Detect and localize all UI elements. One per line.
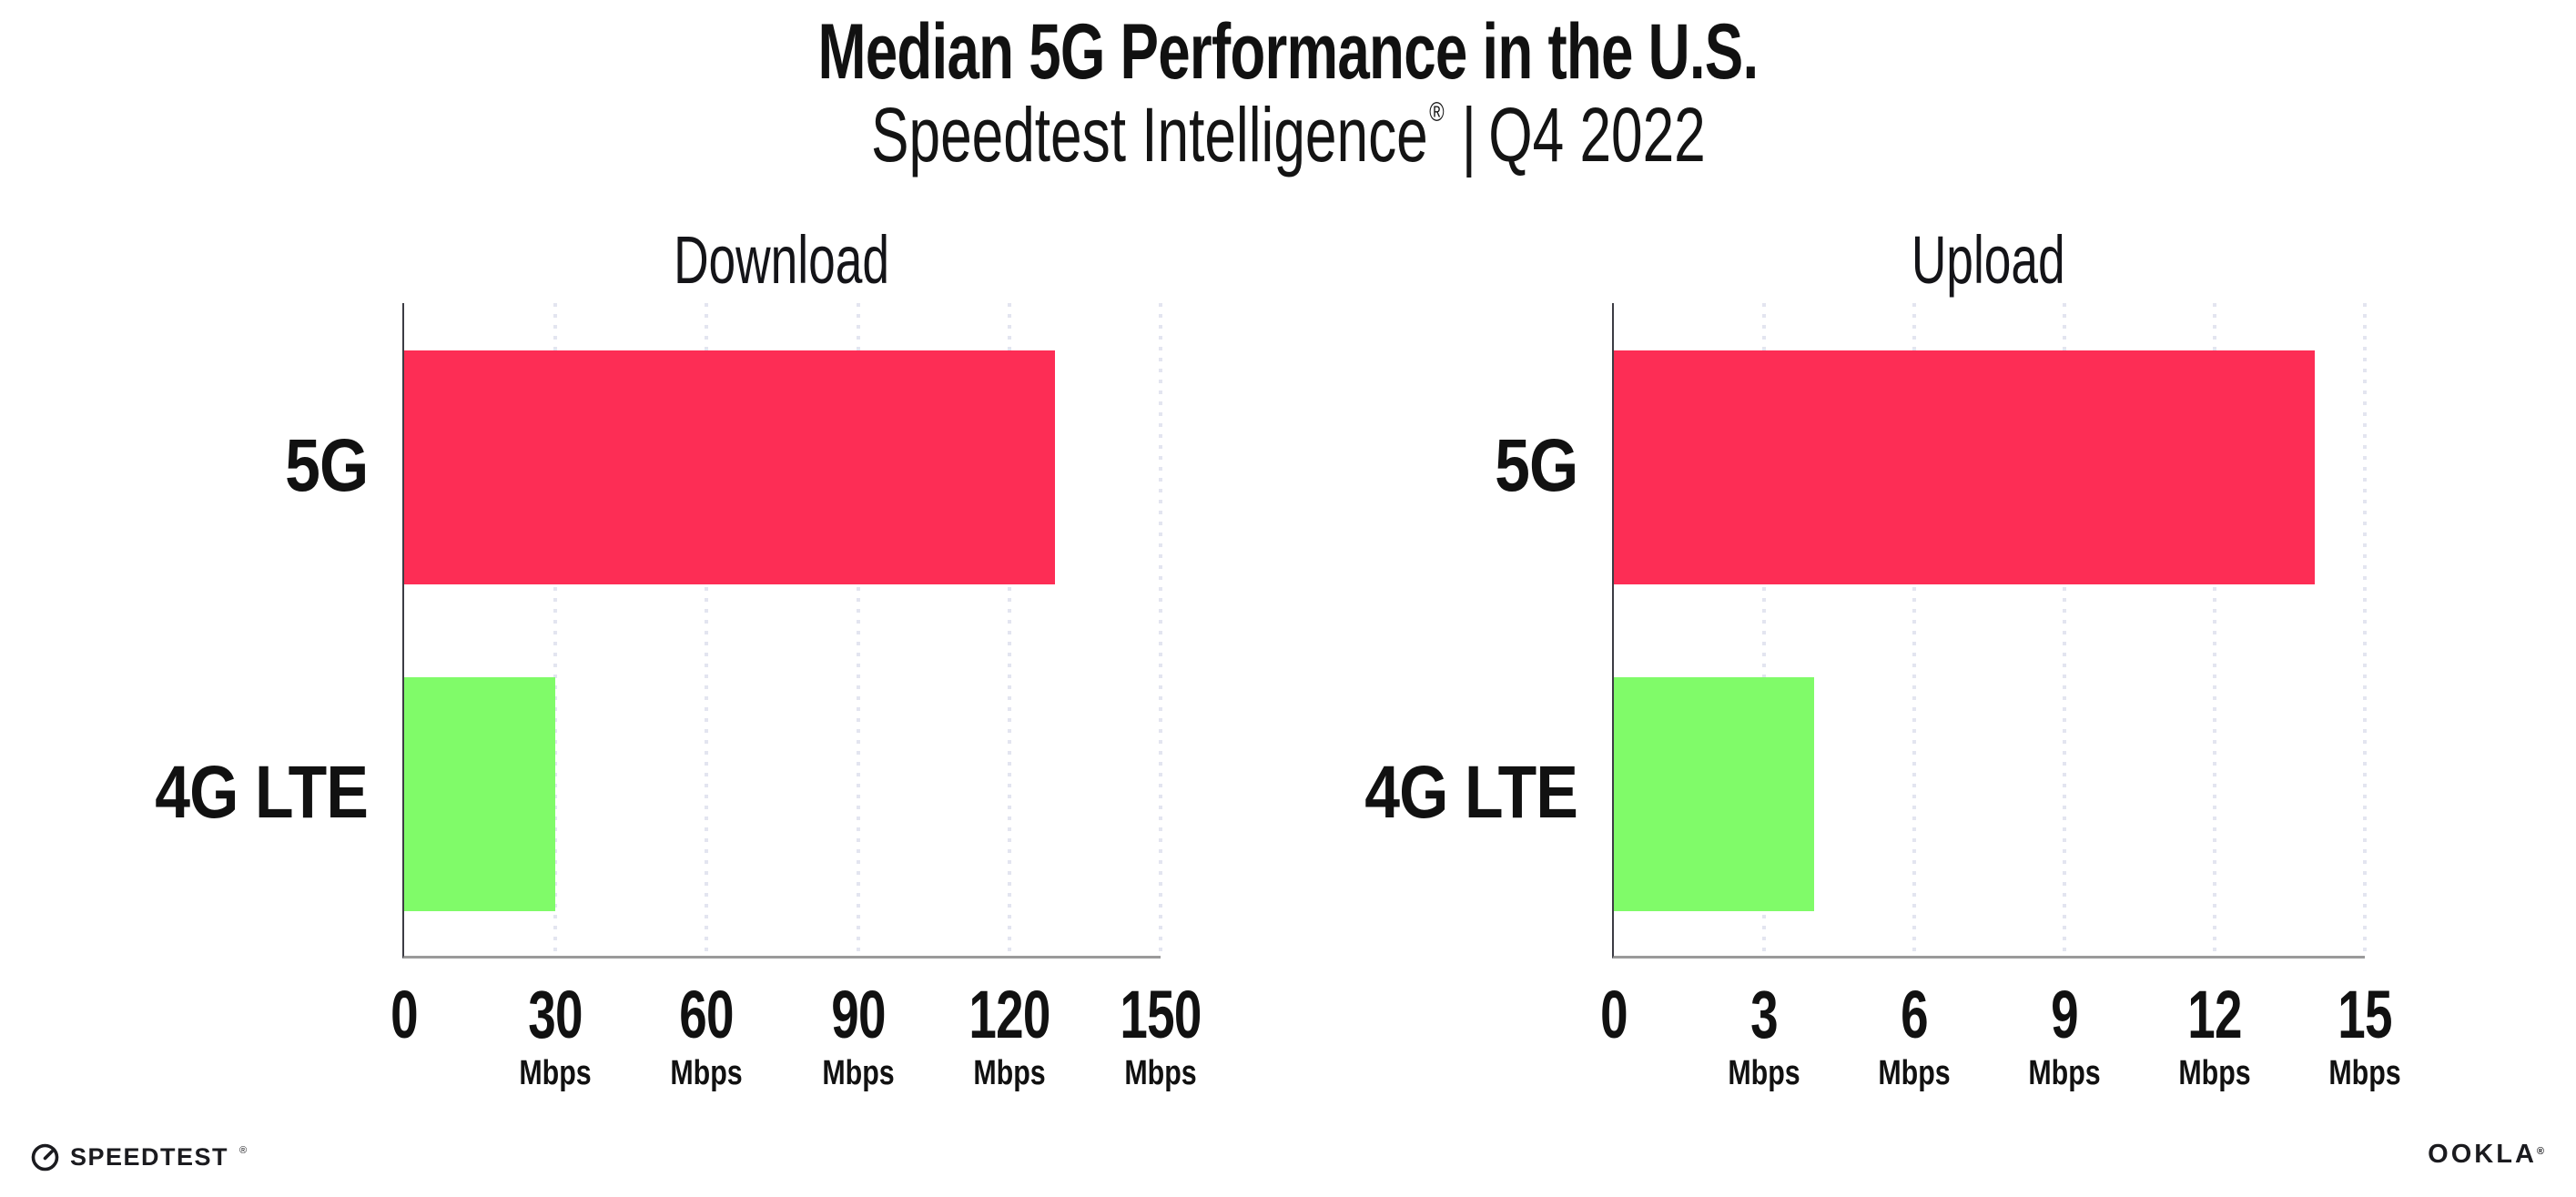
x-tick-value: 120 xyxy=(969,977,1050,1052)
bar-4g-lte-upload xyxy=(1614,676,1814,911)
bar-5g-upload xyxy=(1614,350,2315,584)
category-label-4g-lte-download: 4G LTE xyxy=(0,630,369,957)
gridline-30-download xyxy=(553,303,558,956)
category-label-text: 4G LTE xyxy=(155,750,369,834)
x-tick-90-download: 90 Mbps xyxy=(704,977,1013,1092)
ookla-wordmark: OOKLA xyxy=(2428,1140,2537,1169)
x-tick-value: 0 xyxy=(1600,977,1628,1052)
x-tick-15-upload: 15 Mbps xyxy=(2210,977,2520,1092)
x-tick-value: 9 xyxy=(2051,977,2078,1052)
page-subtitle: Speedtest Intelligence® | Q4 2022 xyxy=(0,96,2576,173)
upload-chart-plot: 0 3 Mbps 6 Mbps 9 Mbps 12 Mbps 15 Mbps 5G 4G LTE xyxy=(1364,303,2401,1090)
x-tick-unit: Mbps xyxy=(1878,1054,1951,1092)
gridline-60-download xyxy=(705,303,709,956)
x-tick-unit: Mbps xyxy=(2178,1054,2251,1092)
gridline-9-upload xyxy=(2063,303,2066,956)
category-label-5g-upload: 5G xyxy=(1104,303,1578,630)
chart-title-download: Download xyxy=(674,222,889,298)
bar-5g-download xyxy=(404,350,1055,584)
category-label-text: 4G LTE xyxy=(1364,750,1578,834)
category-label-4g-lte-upload: 4G LTE xyxy=(1104,630,1578,957)
speedtest-wordmark: SPEEDTEST xyxy=(70,1143,229,1171)
x-tick-60-download: 60 Mbps xyxy=(552,977,861,1092)
x-tick-120-download: 120 Mbps xyxy=(855,977,1164,1092)
chart-title-upload: Upload xyxy=(1912,222,2065,298)
x-tick-value: 90 xyxy=(830,977,886,1052)
x-tick-12-upload: 12 Mbps xyxy=(2060,977,2369,1092)
x-tick-unit: Mbps xyxy=(821,1054,895,1092)
page-title: Median 5G Performance in the U.S. xyxy=(0,13,2576,91)
x-tick-value: 30 xyxy=(528,977,583,1052)
gridline-120-download xyxy=(1007,303,1011,956)
gridline-90-download xyxy=(856,303,860,956)
gridline-150-download xyxy=(1159,303,1162,956)
category-label-5g-download: 5G xyxy=(0,303,369,630)
speedtest-registered-mark: ® xyxy=(239,1144,248,1156)
x-tick-9-upload: 9 Mbps xyxy=(1910,977,2219,1092)
subtitle-period: Q4 2022 xyxy=(1487,92,1706,178)
gridline-12-upload xyxy=(2213,303,2216,956)
x-tick-6-upload: 6 Mbps xyxy=(1760,977,2069,1092)
x-tick-value: 3 xyxy=(1750,977,1778,1052)
category-label-text: 5G xyxy=(284,424,369,508)
x-tick-0-download: 0 xyxy=(249,981,559,1049)
registered-trademark-symbol: ® xyxy=(1428,97,1445,127)
download-chart-plot: 0 30 Mbps 60 Mbps 90 Mbps 120 Mbps 150 Mbps 5G 4G LT… xyxy=(155,303,1202,1090)
gridline-15-upload xyxy=(2363,303,2367,956)
gridline-3-upload xyxy=(1762,303,1766,956)
x-tick-unit: Mbps xyxy=(973,1054,1046,1092)
x-tick-unit: Mbps xyxy=(1728,1054,1800,1092)
x-tick-unit: Mbps xyxy=(670,1054,744,1092)
x-tick-value: 0 xyxy=(390,977,418,1052)
x-tick-3-upload: 3 Mbps xyxy=(1609,977,1919,1092)
gridline-6-upload xyxy=(1912,303,1916,956)
x-tick-unit: Mbps xyxy=(1124,1054,1197,1092)
page-title-text: Median 5G Performance in the U.S. xyxy=(817,8,1760,96)
x-tick-150-download: 150 Mbps xyxy=(1006,977,1315,1092)
speedtest-logo: SPEEDTEST ® xyxy=(30,1142,248,1172)
category-label-text: 5G xyxy=(1494,424,1578,508)
ookla-logo: OOKLA® xyxy=(2428,1141,2547,1168)
x-tick-unit: Mbps xyxy=(2028,1054,2101,1092)
ookla-registered-mark: ® xyxy=(2536,1146,2547,1157)
x-tick-value: 12 xyxy=(2187,977,2242,1052)
x-tick-value: 15 xyxy=(2338,977,2392,1052)
x-tick-30-download: 30 Mbps xyxy=(401,977,710,1092)
x-tick-unit: Mbps xyxy=(519,1054,592,1092)
x-tick-value: 6 xyxy=(1901,977,1928,1052)
subtitle-separator: | xyxy=(1461,92,1476,178)
subtitle-brand: Speedtest Intelligence xyxy=(870,92,1428,178)
x-tick-0-upload: 0 xyxy=(1459,981,1769,1049)
x-tick-value: 150 xyxy=(1120,977,1202,1052)
x-tick-value: 60 xyxy=(679,977,735,1052)
speedtest-gauge-icon xyxy=(31,1143,59,1172)
bar-4g-lte-download xyxy=(404,676,556,911)
x-tick-unit: Mbps xyxy=(2328,1054,2401,1092)
